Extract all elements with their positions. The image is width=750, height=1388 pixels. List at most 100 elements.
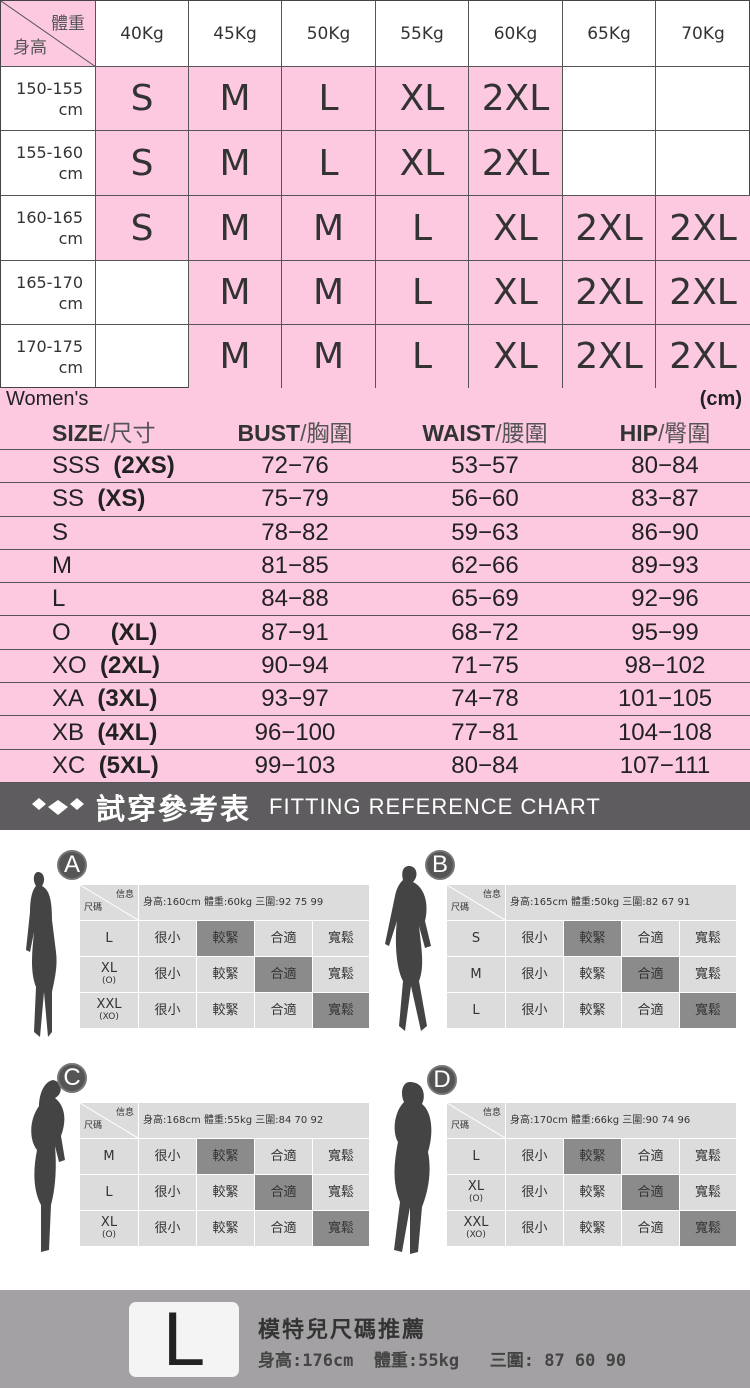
size-label: L [105, 930, 113, 946]
fit-level-cell: 較緊 [197, 1211, 254, 1246]
fit-level-cell: 很小 [139, 921, 196, 956]
height-unit: cm [58, 293, 83, 313]
weight-header: 70Kg [656, 1, 750, 67]
grid-corner-header: 體重 身高 [1, 1, 96, 67]
card-label-badge: A [57, 850, 87, 880]
diamond-logo-icon [32, 797, 84, 815]
size-cell: SSS (2XS) [0, 452, 200, 480]
column-header-en: HIP [619, 419, 658, 446]
size-cell: 2XL [656, 261, 750, 325]
height-range-cell: 170-175 cm [1, 325, 96, 389]
model-size-recommendation: L 模特兒尺碼推薦 身高:176cm 體重:55kg 三圍: 87 60 90 [0, 1290, 750, 1388]
size-cell: S [0, 519, 200, 547]
table-row: XC (5XL) 99−103 80−84 107−111 [0, 750, 750, 783]
fitting-reference-banner: 試穿參考表 FITTING REFERENCE CHART [0, 783, 750, 830]
fit-level-cell: 合適 [622, 1139, 679, 1174]
table-row: SS (XS) 75−79 56−60 83−87 [0, 483, 750, 517]
size-cell: M [0, 552, 200, 580]
size-cell: S [96, 196, 189, 261]
size-cell: L [80, 1175, 138, 1210]
size-cell: S [96, 67, 189, 131]
fit-level-cell: 寬鬆 [313, 1139, 369, 1174]
weight-header: 45Kg [189, 1, 282, 67]
fit-level-cell: 合適 [255, 921, 312, 956]
fit-level-cell: 寬鬆 [680, 957, 736, 992]
size-label: XXL [463, 1214, 489, 1230]
fit-level-cell: 寬鬆 [680, 1211, 736, 1246]
height-range-cell: 160-165 cm [1, 196, 96, 261]
size-alt: (2XL) [100, 651, 161, 679]
model-info: 身高:165cm 體重:50kg 三圍:82 67 91 [506, 885, 736, 920]
size-code: XO [52, 651, 87, 679]
model-stats: 身高:176cm 體重:55kg 三圍: 87 60 90 [258, 1351, 627, 1371]
waist-cell: 74−78 [451, 685, 519, 713]
waist-cell: 62−66 [451, 552, 519, 580]
height-weight-size-grid: 體重 身高 40Kg 45Kg 50Kg 55Kg 60Kg 65Kg 70Kg 150-15… [0, 0, 750, 389]
model-info: 身高:168cm 體重:55kg 三圍:84 70 92 [139, 1103, 369, 1138]
fit-level-cell: 寬鬆 [680, 921, 736, 956]
bust-cell: 93−97 [261, 685, 329, 713]
hip-cell: 95−99 [631, 618, 699, 646]
size-cell: M [189, 67, 282, 131]
size-cell: L [282, 131, 376, 196]
waist-cell: 68−72 [451, 618, 519, 646]
card-label-badge: D [427, 1065, 457, 1095]
fit-level-cell: 合適 [622, 1175, 679, 1210]
table-row: M 81−85 62−66 89−93 [0, 550, 750, 584]
model-recommendation-title: 模特兒尺碼推薦 [258, 1318, 427, 1343]
hip-cell: 101−105 [617, 685, 713, 713]
size-cell: S [96, 131, 189, 196]
fit-level-cell: 合適 [255, 957, 312, 992]
weight-header: 40Kg [96, 1, 189, 67]
fit-level-cell: 寬鬆 [313, 957, 369, 992]
fit-level-cell: 較緊 [564, 1175, 621, 1210]
model-info: 身高:170cm 體重:66kg 三圍:90 74 96 [506, 1103, 736, 1138]
corner-size-label: 尺碼 [451, 903, 470, 913]
waist-cell: 53−57 [451, 452, 519, 480]
model-silhouette-icon [385, 866, 431, 1031]
size-sub-label: (O) [101, 1229, 117, 1240]
banner-title-zh: 試穿參考表 [96, 791, 252, 826]
model-info: 身高:160cm 體重:60kg 三圍:92 75 99 [139, 885, 369, 920]
fitting-corner-header: 信息 尺碼 [80, 885, 138, 920]
card-label-badge: C [57, 1063, 87, 1093]
height-unit: cm [58, 99, 83, 119]
fit-level-cell: 合適 [622, 993, 679, 1028]
waist-cell: 56−60 [451, 485, 519, 513]
size-label: XL [467, 1178, 485, 1194]
women-table-title: Women's [6, 388, 89, 410]
size-cell: M [189, 325, 282, 389]
fit-level-cell: 寬鬆 [313, 1211, 369, 1246]
fit-level-cell: 較緊 [197, 1139, 254, 1174]
size-cell: XXL (XO) [80, 993, 138, 1028]
size-cell: SS (XS) [0, 485, 200, 513]
fit-level-cell: 合適 [622, 957, 679, 992]
bust-cell: 81−85 [261, 552, 329, 580]
height-range: 165-170 [16, 272, 83, 292]
fit-level-cell: 合適 [622, 921, 679, 956]
weight-header: 65Kg [563, 1, 656, 67]
waist-cell: 77−81 [451, 718, 519, 746]
corner-size-label: 尺碼 [451, 1121, 470, 1131]
size-alt: (XL) [110, 618, 158, 646]
fit-level-cell: 很小 [506, 1175, 563, 1210]
fit-level-cell: 較緊 [197, 1175, 254, 1210]
model-silhouette-icon [26, 872, 57, 1037]
waist-cell: 71−75 [451, 651, 519, 679]
size-cell: L [376, 196, 469, 261]
corner-size-label: 尺碼 [84, 903, 103, 913]
hip-cell: 92−96 [631, 585, 699, 613]
corner-info-label: 信息 [482, 1108, 501, 1118]
weight-header: 55Kg [376, 1, 469, 67]
fitting-table: 信息 尺碼 身高:170cm 體重:66kg 三圍:90 74 96 L 很小 較緊 合適寬… [447, 1103, 736, 1246]
table-row: S 78−82 59−63 86−90 [0, 517, 750, 550]
table-row: XB (4XL) 96−100 77−81 104−108 [0, 716, 750, 750]
size-cell: M [189, 261, 282, 325]
height-range: 170-175 [16, 336, 83, 356]
fit-level-cell: 很小 [506, 1139, 563, 1174]
fit-level-cell: 很小 [506, 921, 563, 956]
size-code: XB [52, 718, 85, 746]
height-range: 155-160 [16, 143, 83, 162]
size-alt: (4XL) [97, 718, 158, 746]
fitting-table: 信息 尺碼 身高:160cm 體重:60kg 三圍:92 75 99 L 很小 較緊 合適寬… [80, 885, 369, 1028]
